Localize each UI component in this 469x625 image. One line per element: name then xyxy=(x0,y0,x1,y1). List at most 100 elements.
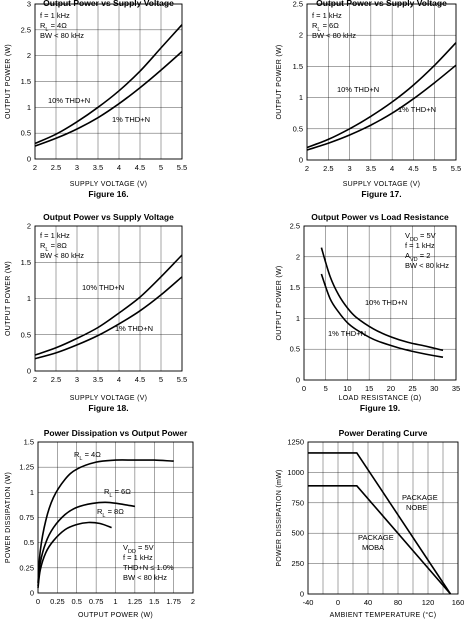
x-tick-label: 30 xyxy=(430,384,438,393)
condition-text: THD+N ≤ 1.0% xyxy=(123,563,174,572)
condition-text: f = 1 kHz xyxy=(405,241,435,250)
x-tick-label: 1.75 xyxy=(166,597,181,606)
x-tick-label: 1.5 xyxy=(149,597,159,606)
x-tick-label: 2.5 xyxy=(323,164,333,173)
x-tick-label: 5.5 xyxy=(177,163,187,172)
series-label-line2: MOBA xyxy=(362,543,384,552)
x-tick-label: 1.25 xyxy=(128,597,143,606)
condition-text: BW < 80 kHz xyxy=(40,251,84,260)
chart-title: Output Power vs Supply Voltage xyxy=(43,212,174,222)
y-tick-label: 1 xyxy=(296,314,300,323)
x-tick-label: 4.5 xyxy=(408,164,418,173)
condition-text: BW < 80 kHz xyxy=(312,31,356,40)
series-label: RL = 8Ω xyxy=(97,507,124,519)
plot-frame xyxy=(37,441,194,594)
series-label: PACKAGE xyxy=(358,533,394,542)
y-axis-label: OUTPUT POWER (W) xyxy=(5,261,12,336)
condition-text: RL = 8Ω xyxy=(40,241,67,253)
series-label: 1% THD+N xyxy=(112,115,150,124)
series-label: 1% THD+N xyxy=(115,324,153,333)
series-line-1 xyxy=(37,459,174,583)
series-line-2 xyxy=(306,64,457,151)
plot-frame xyxy=(34,225,183,372)
condition-text: BW < 80 kHz xyxy=(123,573,167,582)
x-tick-label: 20 xyxy=(387,384,395,393)
y-tick-label: 0.25 xyxy=(19,563,34,572)
x-axis-label: LOAD RESISTANCE (Ω) xyxy=(339,395,422,402)
y-tick-label: 1.5 xyxy=(24,438,34,447)
figure-label: Figure 19. xyxy=(360,403,400,413)
chart-panel-5: Power Dissipation vs Output Power 0 0.25 0.… xyxy=(5,428,195,619)
plot-frame xyxy=(307,441,459,595)
x-tick-label: 2 xyxy=(33,163,37,172)
series-line-1 xyxy=(306,42,457,149)
x-tick-label: 3 xyxy=(347,164,351,173)
y-tick-label: 1.5 xyxy=(290,283,300,292)
x-tick-label: 5.5 xyxy=(451,164,461,173)
x-tick-label: 0.75 xyxy=(89,597,104,606)
x-tick-label: 3.5 xyxy=(93,375,103,384)
series-line-2 xyxy=(320,273,444,358)
y-tick-label: 2.5 xyxy=(21,25,31,34)
series-label: PACKAGE xyxy=(402,493,438,502)
x-tick-label: 160 xyxy=(452,598,465,607)
y-tick-label: 250 xyxy=(291,559,304,568)
chart-title: Output Power vs Load Resistance xyxy=(311,212,449,222)
y-tick-label: 0.5 xyxy=(24,538,34,547)
series-label: RL = 6Ω xyxy=(104,487,131,499)
y-tick-label: 1 xyxy=(30,488,34,497)
plot-frame xyxy=(34,3,183,160)
x-tick-label: 2 xyxy=(191,597,195,606)
x-tick-label: 120 xyxy=(422,598,435,607)
y-tick-label: 0.5 xyxy=(21,129,31,138)
y-tick-label: 0 xyxy=(27,367,31,376)
condition-text: VDD = 5V xyxy=(123,543,154,555)
condition-text: RL = 4Ω xyxy=(40,21,67,33)
y-tick-label: 1.5 xyxy=(21,258,31,267)
chart-title: Power Derating Curve xyxy=(339,428,428,438)
y-tick-label: 2 xyxy=(27,222,31,231)
condition-text: VDD = 5V xyxy=(405,231,436,243)
series-line-3 xyxy=(37,521,112,589)
x-tick-label: 5.5 xyxy=(177,375,187,384)
condition-text: AVD = 2 xyxy=(405,251,430,263)
y-tick-label: 1 xyxy=(27,103,31,112)
series-label: RL = 4Ω xyxy=(74,450,101,462)
plot-frame xyxy=(306,3,457,161)
y-tick-label: 1250 xyxy=(287,438,304,447)
y-axis-label: POWER DISSIPATION (mW) xyxy=(276,469,283,566)
x-tick-label: 2.5 xyxy=(51,163,61,172)
series-label: 10% THD+N xyxy=(48,96,90,105)
x-tick-label: 4.5 xyxy=(135,375,145,384)
condition-text: BW < 80 kHz xyxy=(40,31,84,40)
series-line-1 xyxy=(34,254,183,356)
y-tick-label: 1000 xyxy=(287,468,304,477)
series-line-1 xyxy=(34,24,183,145)
x-tick-label: 3 xyxy=(75,163,79,172)
x-tick-label: 35 xyxy=(452,384,460,393)
y-tick-label: 0.75 xyxy=(19,513,34,522)
series-line-2 xyxy=(34,276,183,360)
x-axis-label: SUPPLY VOLTAGE (V) xyxy=(70,395,148,402)
y-tick-label: 0.5 xyxy=(293,124,303,133)
figure-label: Figure 18. xyxy=(88,403,128,413)
chart-panel-3: Output Power vs Supply Voltage 2 2.5 3 3.5 4 4… xyxy=(5,212,187,413)
condition-text: f = 1 kHz xyxy=(312,11,342,20)
x-axis-label: SUPPLY VOLTAGE (V) xyxy=(343,181,421,188)
y-tick-label: 0.5 xyxy=(21,330,31,339)
y-axis-label: OUTPUT POWER (W) xyxy=(276,265,283,340)
y-tick-label: 500 xyxy=(291,529,304,538)
y-tick-label: 2 xyxy=(299,31,303,40)
series-line-1 xyxy=(320,247,444,352)
x-tick-label: 10 xyxy=(343,384,351,393)
x-tick-label: 2 xyxy=(33,375,37,384)
x-tick-label: -40 xyxy=(303,598,314,607)
y-tick-label: 0 xyxy=(27,155,31,164)
y-tick-label: 0 xyxy=(299,156,303,165)
series-label-line2: NOBE xyxy=(406,503,427,512)
series-line-2 xyxy=(308,485,452,595)
condition-text: f = 1 kHz xyxy=(123,553,153,562)
y-tick-label: 2 xyxy=(296,252,300,261)
figure-label: Figure 17. xyxy=(361,189,401,199)
